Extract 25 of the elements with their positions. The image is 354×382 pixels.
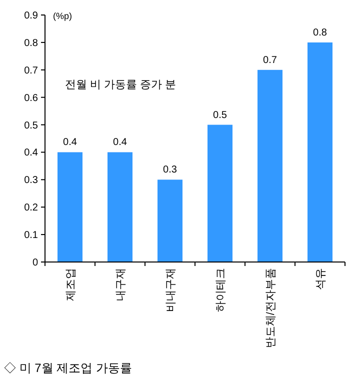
text: ◇ 미 7월 제조업 가동률 — [4, 361, 132, 375]
y-tick-label: 0.9 — [24, 10, 38, 22]
x-tick-label: 내구재 — [115, 268, 127, 301]
data-label: 0.3 — [163, 164, 178, 176]
annotation: 전월 비 가동률 증가 분 — [65, 79, 176, 91]
x-tick-label: 반도체/전자부품 — [265, 268, 277, 348]
y-tick-label: 0 — [32, 258, 38, 268]
y-tick-label: 0.7 — [24, 65, 38, 76]
data-label: 0.7 — [263, 54, 278, 66]
x-tick-label: 하이테크 — [215, 268, 227, 312]
y-tick-label: 0.6 — [24, 92, 38, 104]
data-label: 0.4 — [113, 137, 128, 148]
y-axis-title: (%p) — [53, 11, 72, 21]
x-tick-label: 석유 — [315, 268, 327, 290]
data-label: 0.8 — [313, 27, 328, 38]
y-tick-label: 0.1 — [24, 230, 38, 242]
y-tick-label: 0.4 — [24, 148, 38, 159]
y-tick-label: 0.3 — [24, 175, 38, 186]
data-label: 0.4 — [63, 137, 78, 148]
x-tick-label: 제조업 — [65, 268, 77, 301]
y-tick-label: 0.2 — [24, 202, 38, 214]
data-label: 0.5 — [213, 110, 228, 121]
y-tick-label: 0.5 — [24, 120, 38, 132]
x-tick-label: 비내구재 — [165, 268, 177, 312]
y-tick-label: 0.8 — [24, 38, 38, 49]
